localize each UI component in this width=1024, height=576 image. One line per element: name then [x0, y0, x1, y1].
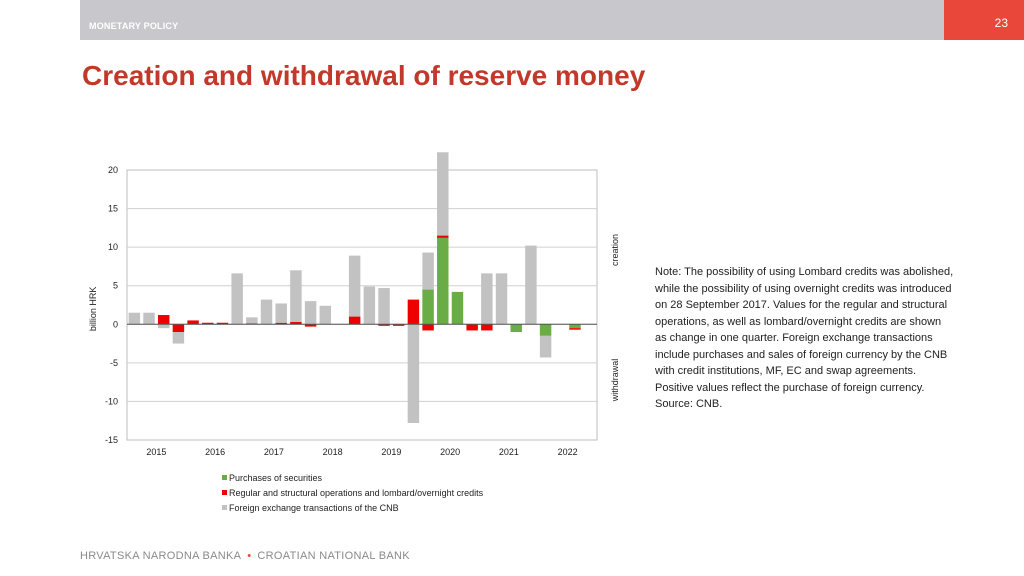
bar-regular	[304, 324, 317, 327]
bar-regular	[290, 321, 302, 325]
bar-regular	[172, 324, 185, 332]
bar-fx	[422, 252, 434, 290]
creation-label: creation	[610, 234, 620, 266]
bar-regular	[569, 328, 581, 330]
bar-fx	[319, 305, 332, 325]
legend-label: Foreign exchange transactions of the CNB	[229, 502, 399, 513]
legend-item-fx: Foreign exchange transactions of the CNB	[222, 500, 483, 515]
bar-regular	[202, 322, 214, 325]
y-tick-label: 5	[113, 281, 118, 291]
bar-regular	[422, 324, 434, 331]
x-tick-label: 2016	[205, 447, 225, 457]
legend-item-regular: Regular and structural operations and lo…	[222, 485, 483, 500]
x-tick-label: 2018	[323, 447, 343, 457]
bar-fx	[157, 324, 170, 329]
bar-regular	[407, 299, 420, 325]
page-number-box: 23	[944, 0, 1024, 40]
bar-fx	[143, 312, 155, 325]
bar-regular	[466, 324, 478, 331]
bar-securities	[437, 237, 449, 325]
bar-fx	[481, 273, 493, 325]
y-tick-label: -5	[110, 358, 118, 368]
bar-securities	[451, 291, 464, 325]
x-tick-label: 2017	[264, 447, 284, 457]
footer-bank-name-hr: HRVATSKA NARODNA BANKA	[80, 550, 242, 562]
bar-securities	[422, 289, 434, 325]
legend-label: Regular and structural operations and lo…	[229, 487, 484, 498]
bar-regular	[157, 315, 170, 325]
bar-regular	[187, 320, 199, 325]
y-tick-label: -10	[105, 396, 118, 406]
y-tick-label: 0	[113, 319, 118, 329]
y-tick-label: 10	[108, 242, 118, 252]
legend-swatch-fx	[222, 505, 227, 510]
page-number: 23	[994, 16, 1008, 30]
x-tick-label: 2022	[558, 447, 578, 457]
y-tick-label: 20	[108, 165, 118, 175]
bar-fx	[437, 152, 449, 236]
x-tick-label: 2021	[499, 447, 519, 457]
bar-securities	[569, 324, 581, 329]
bar-fx	[363, 286, 376, 325]
x-tick-label: 2020	[440, 447, 460, 457]
bar-fx	[378, 288, 390, 325]
bar-regular	[275, 322, 287, 325]
chart-note: Note: The possibility of using Lombard c…	[655, 266, 954, 410]
bar-fx	[304, 301, 317, 325]
footer-bank-name-en: CROATIAN NATIONAL BANK	[257, 550, 410, 562]
y-tick-label: 15	[108, 204, 118, 214]
section-label: MONETARY POLICY	[89, 21, 179, 31]
header-bar: MONETARY POLICY	[80, 0, 944, 40]
chart-legend: Purchases of securities Regular and stru…	[222, 470, 483, 515]
bar-fx	[275, 303, 287, 323]
bar-regular	[348, 316, 361, 325]
bar-regular	[216, 322, 229, 325]
footer-separator: •	[247, 550, 252, 562]
legend-swatch-regular	[222, 490, 227, 495]
legend-item-securities: Purchases of securities	[222, 470, 483, 485]
legend-swatch-securities	[222, 475, 227, 480]
x-tick-label: 2015	[146, 447, 166, 457]
bar-fx	[128, 312, 141, 325]
bar-fx	[172, 332, 185, 344]
bar-fx	[290, 270, 302, 322]
footer: HRVATSKA NARODNA BANKA • CROATIAN NATIONAL…	[80, 550, 410, 562]
withdrawal-label: withdrawal	[610, 359, 620, 403]
legend-label: Purchases of securities	[229, 472, 323, 483]
bar-securities	[539, 324, 552, 336]
bar-fx	[539, 335, 552, 358]
bar-fx	[525, 245, 537, 325]
page-title: Creation and withdrawal of reserve money	[82, 60, 646, 91]
bar-fx	[231, 273, 243, 325]
bar-regular	[378, 324, 390, 326]
x-tick-label: 2019	[381, 447, 401, 457]
bar-fx	[348, 255, 361, 317]
bar-regular	[437, 235, 449, 238]
bar-regular	[481, 324, 493, 331]
y-axis-label: billion HRK	[88, 287, 98, 332]
y-tick-label: -15	[105, 435, 118, 445]
bar-fx	[260, 299, 273, 325]
bar-fx	[495, 273, 508, 325]
bar-regular	[392, 324, 405, 326]
bar-fx	[407, 324, 420, 424]
bar-securities	[510, 324, 522, 332]
plot-area	[126, 169, 598, 441]
bar-fx	[246, 317, 258, 324]
